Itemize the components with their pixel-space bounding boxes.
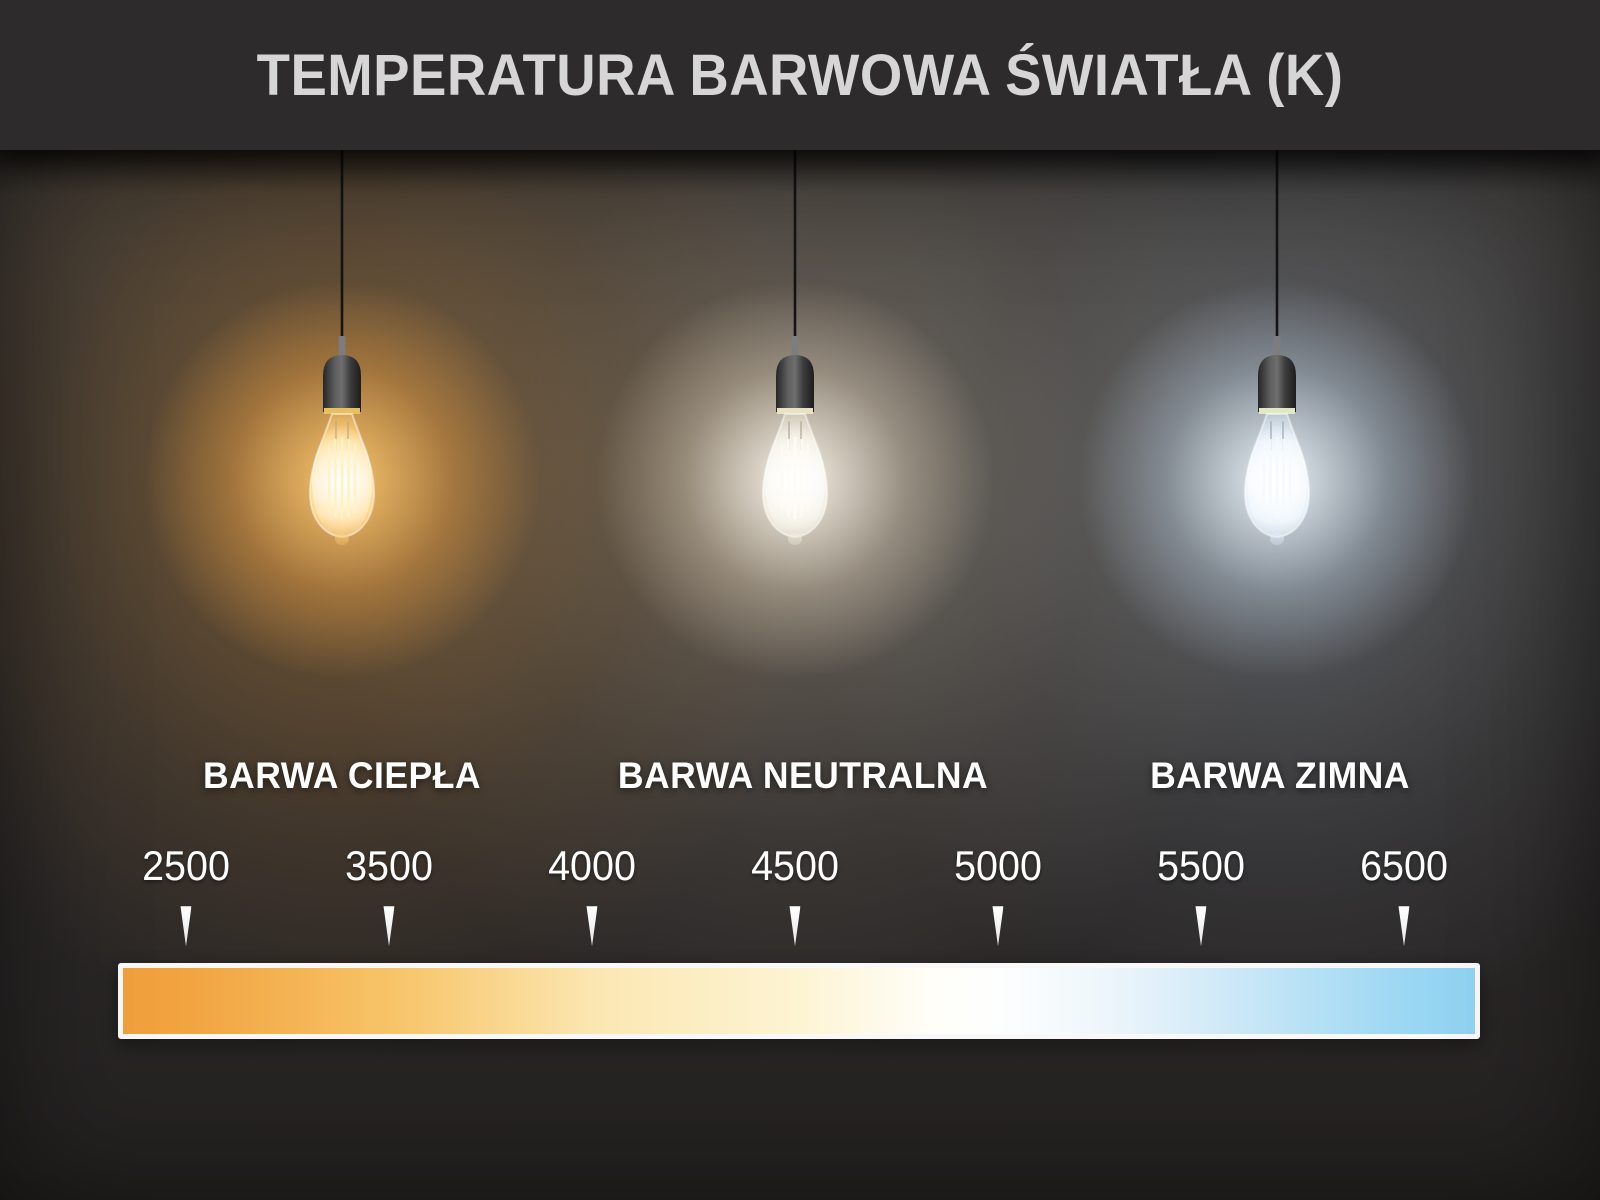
tick-arrow-icon bbox=[1398, 906, 1410, 947]
pendant-lamp-cool bbox=[997, 150, 1557, 760]
tick-value: 4500 bbox=[751, 842, 839, 889]
pendant-lamp-warm-drawing bbox=[308, 150, 376, 545]
scale-tick-4000: 4000 bbox=[545, 842, 638, 947]
label-neutral: BARWA NEUTRALNA bbox=[617, 755, 989, 796]
cord-connector bbox=[338, 336, 346, 358]
gradient-bar-fill bbox=[123, 968, 1475, 1034]
tick-value: 2500 bbox=[142, 842, 230, 889]
cord-connector bbox=[1273, 336, 1281, 358]
label-cool: BARWA ZIMNA bbox=[1150, 755, 1410, 796]
scale-tick-3500: 3500 bbox=[342, 842, 435, 947]
label-warm: BARWA CIEPŁA bbox=[202, 755, 482, 796]
tick-value: 3500 bbox=[345, 842, 433, 889]
tick-arrow-icon bbox=[383, 906, 395, 947]
tick-value: 4000 bbox=[548, 842, 636, 889]
scale-tick-4500: 4500 bbox=[748, 842, 841, 947]
tick-value: 5500 bbox=[1157, 842, 1245, 889]
bulb-tip bbox=[335, 533, 349, 545]
socket bbox=[776, 355, 814, 412]
header-bar: TEMPERATURA BARWOWA ŚWIATŁA (K) bbox=[0, 0, 1600, 150]
gradient-bar bbox=[118, 963, 1480, 1039]
tick-arrow-icon bbox=[586, 906, 598, 947]
cord bbox=[793, 150, 797, 346]
scale-tick-5500: 5500 bbox=[1154, 842, 1247, 947]
pendant-lamp-neutral bbox=[515, 150, 1075, 760]
cord bbox=[340, 150, 344, 346]
scale-tick-5000: 5000 bbox=[951, 842, 1044, 947]
page-title: TEMPERATURA BARWOWA ŚWIATŁA (K) bbox=[256, 42, 1344, 108]
scene-wall: BARWA CIEPŁA BARWA NEUTRALNA BARWA ZIMNA… bbox=[0, 150, 1600, 1200]
cord bbox=[1275, 150, 1279, 346]
pendant-lamp-neutral-drawing bbox=[761, 150, 829, 545]
bulb-tip bbox=[788, 533, 802, 545]
tick-value: 6500 bbox=[1360, 842, 1448, 889]
tick-arrow-icon bbox=[789, 906, 801, 947]
scale-tick-6500: 6500 bbox=[1357, 842, 1450, 947]
tick-value: 5000 bbox=[954, 842, 1042, 889]
socket bbox=[323, 355, 361, 412]
tick-arrow-icon bbox=[992, 906, 1004, 947]
scale-tick-2500: 2500 bbox=[139, 842, 232, 947]
tick-arrow-icon bbox=[180, 906, 192, 947]
socket bbox=[1258, 355, 1296, 412]
pendant-lamp-warm bbox=[62, 150, 622, 760]
bulb-tip bbox=[1270, 533, 1284, 545]
cord-connector bbox=[791, 336, 799, 358]
pendant-lamp-cool-drawing bbox=[1243, 150, 1311, 545]
tick-arrow-icon bbox=[1195, 906, 1207, 947]
